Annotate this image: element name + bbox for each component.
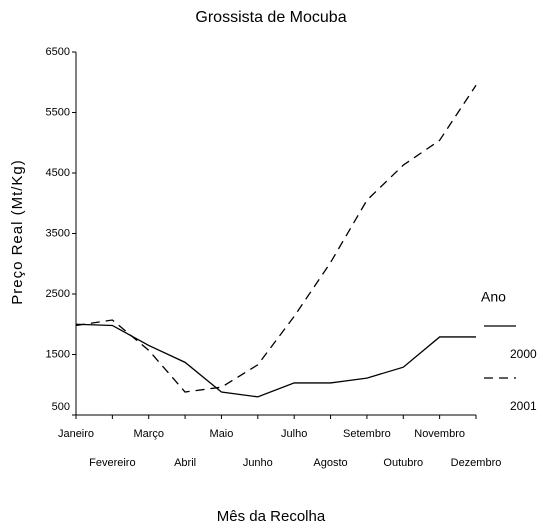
x-tick-label: Julho: [281, 428, 307, 440]
y-tick-label: 1500: [46, 348, 70, 360]
y-tick-label: 4500: [46, 167, 70, 179]
series-line: [75, 323, 476, 398]
x-tick-label: Fevereiro: [89, 457, 135, 469]
x-tick-label: Novembro: [414, 428, 465, 440]
x-tick-label: Junho: [243, 457, 273, 469]
x-tick-label: Dezembro: [451, 457, 502, 469]
y-tick-label: 500: [52, 401, 70, 413]
x-tick-label: Março: [133, 428, 164, 440]
x-tick-label: Setembro: [343, 428, 391, 440]
y-tick-label: 2500: [46, 288, 70, 300]
y-tick-label: 5500: [46, 106, 70, 118]
x-tick-label: Maio: [210, 428, 234, 440]
y-tick-label: 6500: [46, 46, 70, 58]
x-tick-label: Abril: [174, 457, 196, 469]
x-tick-label: Agosto: [313, 457, 347, 469]
legend-title: Ano: [481, 289, 506, 305]
x-tick-label: Janeiro: [58, 428, 94, 440]
y-tick-label: 3500: [46, 227, 70, 239]
chart-title: Grossista de Mocuba: [195, 9, 346, 26]
x-axis-label: Mês da Recolha: [217, 508, 326, 525]
legend-label: 2000: [510, 347, 537, 361]
x-tick-label: Outubro: [383, 457, 423, 469]
y-axis-label: Preço Real (Mt/Kg): [9, 159, 26, 305]
series-line: [75, 84, 477, 393]
legend-label: 2001: [510, 399, 537, 413]
